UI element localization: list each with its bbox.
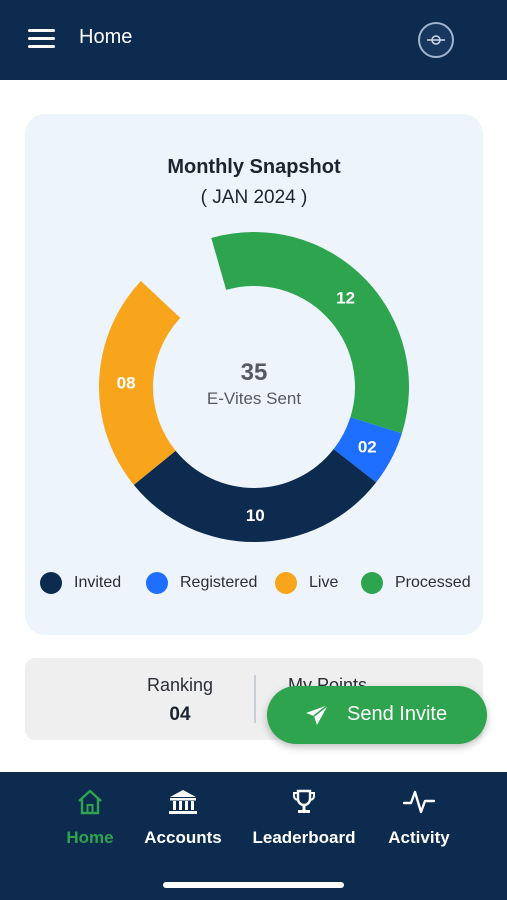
monthly-snapshot-card: Monthly Snapshot ( JAN 2024 ) 12 02 10 08 3… — [25, 114, 483, 635]
legend-item-registered: Registered — [146, 572, 257, 594]
stats-divider — [254, 675, 256, 723]
donut-label-registered: 02 — [358, 438, 377, 457]
hamburger-menu-icon[interactable] — [28, 29, 55, 49]
nav-item-home[interactable]: Home — [50, 788, 130, 854]
legend-item-processed: Processed — [361, 572, 471, 594]
legend-label: Invited — [74, 574, 122, 591]
legend-label: Registered — [180, 574, 258, 591]
logo-icon — [427, 35, 445, 45]
logo-avatar[interactable] — [418, 22, 454, 58]
legend-item-live: Live — [275, 572, 338, 594]
ranking-value: 04 — [169, 704, 191, 725]
nav-label-leaderboard: Leaderboard — [252, 828, 356, 847]
snapshot-period: ( JAN 2024 ) — [200, 187, 308, 208]
send-icon — [306, 704, 329, 725]
home-indicator-bar — [163, 882, 344, 888]
snapshot-title: Monthly Snapshot — [167, 156, 341, 178]
send-invite-button[interactable]: Send Invite — [267, 686, 487, 744]
donut-center-value: 35 — [240, 359, 268, 386]
donut-label-processed: 12 — [336, 289, 355, 308]
donut-label-live: 08 — [117, 374, 136, 393]
legend-dot-invited — [40, 572, 62, 594]
send-invite-label: Send Invite — [347, 703, 448, 725]
donut-segment-live — [98, 281, 181, 485]
nav-label-activity: Activity — [388, 828, 450, 847]
trophy-icon — [293, 789, 315, 813]
donut-segment-registered — [333, 417, 402, 483]
nav-item-accounts[interactable]: Accounts — [138, 788, 228, 854]
donut-segment-processed — [211, 232, 409, 434]
nav-item-leaderboard[interactable]: Leaderboard — [246, 788, 362, 854]
donut-center-label: E-Vites Sent — [206, 389, 302, 408]
legend-label: Processed — [395, 574, 471, 591]
nav-label-accounts: Accounts — [144, 828, 222, 847]
activity-icon — [403, 790, 435, 814]
bottom-navigation: Home Accounts Leaderboard Activity — [0, 772, 507, 900]
nav-item-activity[interactable]: Activity — [378, 788, 460, 854]
ranking-label: Ranking — [146, 675, 214, 695]
legend-label: Live — [309, 574, 339, 591]
donut-chart: 12 02 10 08 — [98, 232, 409, 542]
legend-dot-registered — [146, 572, 168, 594]
donut-label-invited: 10 — [246, 506, 265, 525]
legend-dot-processed — [361, 572, 383, 594]
top-app-bar: Home — [0, 0, 507, 80]
bank-icon — [169, 790, 197, 814]
donut-segment-invited — [133, 449, 377, 542]
legend-dot-live — [275, 572, 297, 594]
page-title: Home — [79, 26, 133, 48]
nav-label-home: Home — [66, 828, 114, 847]
legend-item-invited: Invited — [40, 572, 121, 594]
home-icon — [78, 789, 102, 815]
